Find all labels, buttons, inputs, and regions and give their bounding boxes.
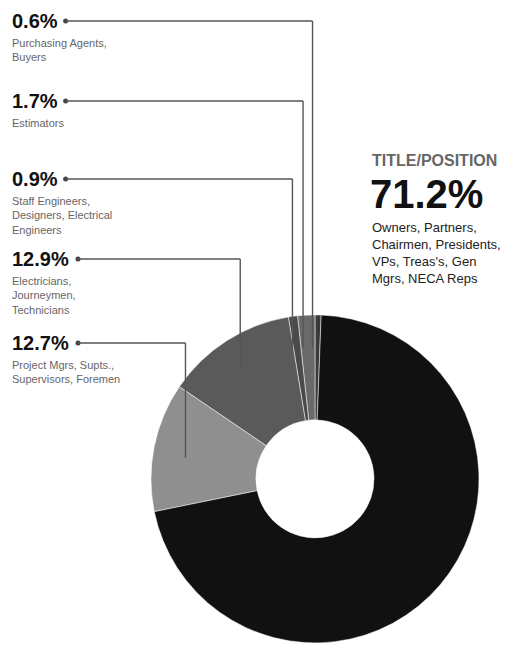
svg-text:Project Mgrs, Supts.,Superviso: Project Mgrs, Supts.,Supervisors, Foreme… [12,359,120,385]
svg-text:0.9%: 0.9% [12,168,58,190]
svg-text:0.6%: 0.6% [12,10,58,32]
svg-text:TITLE/POSITION: TITLE/POSITION [372,152,497,169]
svg-text:Estimators: Estimators [12,117,64,129]
svg-text:Purchasing Agents,Buyers: Purchasing Agents,Buyers [12,37,107,63]
svg-text:Staff Engineers,Designers, Ele: Staff Engineers,Designers, ElectricalEng… [12,195,112,236]
svg-text:71.2%: 71.2% [370,172,483,216]
svg-text:12.7%: 12.7% [12,332,69,354]
svg-text:Owners, Partners,Chairmen, Pre: Owners, Partners,Chairmen, Presidents,VP… [372,220,501,286]
svg-text:Electricians,Journeymen,Techni: Electricians,Journeymen,Technicians [12,275,76,316]
svg-text:12.9%: 12.9% [12,248,69,270]
svg-text:1.7%: 1.7% [12,90,58,112]
